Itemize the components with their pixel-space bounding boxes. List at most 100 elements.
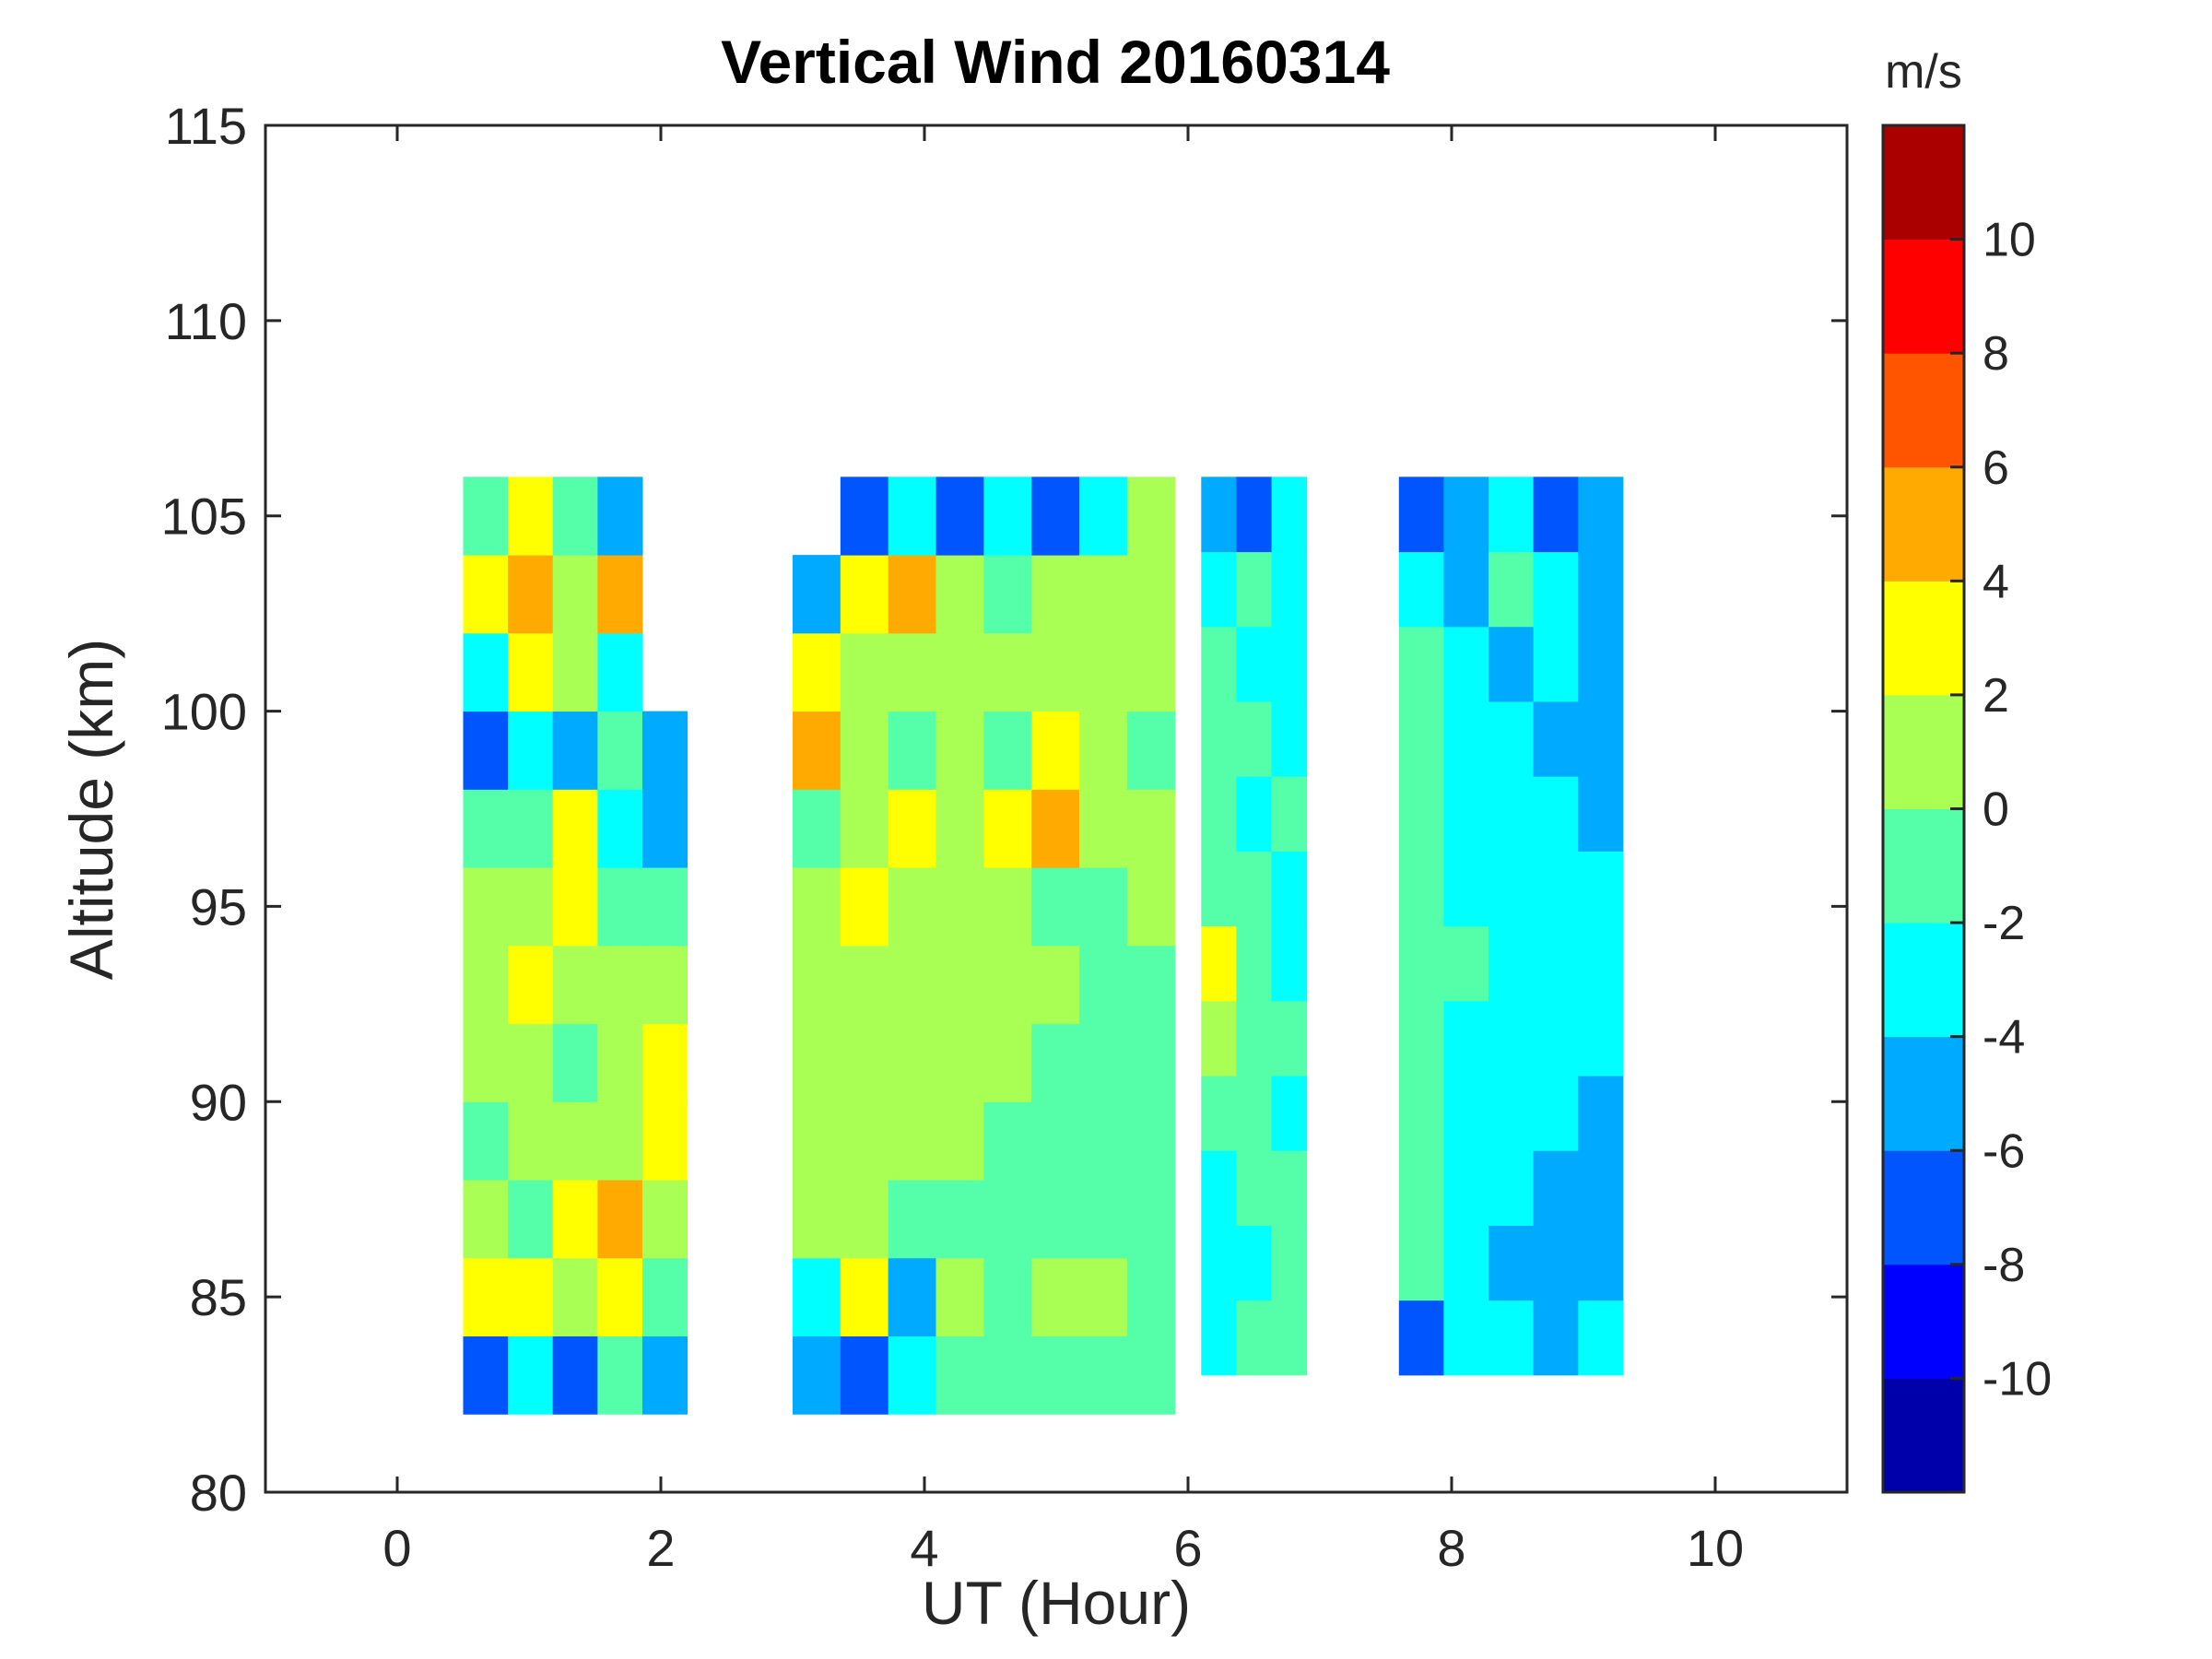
plot-frame — [264, 124, 1849, 1494]
contour-cell — [1236, 1076, 1273, 1151]
contour-cell — [1488, 1225, 1535, 1301]
contour-cell — [1443, 700, 1489, 777]
contour-cell — [983, 711, 1032, 790]
contour-cell — [888, 1335, 937, 1415]
contour-cell — [1271, 1150, 1308, 1226]
contour-cell — [508, 789, 554, 868]
contour-cell — [508, 1257, 554, 1337]
contour-cell — [1398, 551, 1444, 628]
contour-cell — [1079, 945, 1128, 1025]
contour-cell — [1236, 626, 1273, 702]
contour-cell — [1398, 776, 1444, 852]
contour-cell — [1398, 1000, 1444, 1077]
contour-cell — [1578, 925, 1624, 1002]
contour-cell — [1443, 626, 1489, 702]
contour-cell — [1488, 1300, 1535, 1376]
contour-cell — [793, 632, 841, 712]
contour-cell — [1031, 789, 1080, 868]
colorbar-band — [1883, 581, 1964, 696]
contour-cell — [552, 945, 598, 1025]
contour-cell — [597, 1023, 643, 1102]
contour-cell — [1201, 700, 1237, 777]
contour-cell — [552, 1180, 598, 1259]
colorbar-band — [1883, 1150, 1964, 1265]
contour-cell — [1533, 700, 1579, 777]
contour-cell — [597, 867, 643, 947]
contour-cell — [1079, 1101, 1128, 1181]
contour-cell — [1443, 776, 1489, 852]
contour-cell — [1533, 1300, 1579, 1376]
contour-cell — [840, 632, 889, 712]
contour-cell — [1443, 1150, 1489, 1226]
colorbar-label: m/s — [1885, 45, 1962, 99]
contour-cell — [1578, 626, 1624, 702]
colorbar-tick-label: -2 — [1983, 897, 2025, 950]
contour-cell — [1271, 1225, 1308, 1301]
contour-cell — [1236, 1300, 1273, 1376]
colorbar-band — [1883, 353, 1964, 468]
contour-cell — [1398, 626, 1444, 702]
contour-cell — [935, 945, 984, 1025]
contour-cell — [888, 711, 937, 790]
contour-cell — [597, 1101, 643, 1181]
contour-cell — [641, 867, 688, 947]
contour-cell — [508, 1180, 554, 1259]
contour-cell — [1201, 851, 1237, 927]
colorbar-tick-label: 4 — [1983, 555, 2009, 608]
contour-cell — [1126, 1257, 1176, 1337]
contour-cell — [1578, 1000, 1624, 1077]
contour-cell — [1271, 776, 1308, 852]
contour-cell — [508, 711, 554, 790]
contour-cell — [463, 477, 509, 556]
contour-cell — [1236, 1000, 1273, 1077]
contour-cell — [1533, 1225, 1579, 1301]
contour-cell — [1126, 711, 1176, 790]
contour-cell — [1031, 1257, 1080, 1337]
contour-cell — [1533, 851, 1579, 927]
contour-cell — [983, 632, 1032, 712]
y-tick-label: 115 — [165, 97, 247, 155]
contour-cell — [1201, 477, 1237, 553]
contour-cell — [552, 789, 598, 868]
y-tick-label: 80 — [190, 1464, 247, 1522]
contour-cell — [1443, 551, 1489, 628]
contour-cell — [1271, 1076, 1308, 1151]
plot-axes: 0 2 4 6 8 10 80 85 90 95 100 105 110 115 — [161, 97, 1847, 1577]
x-tick-label: 2 — [646, 1519, 675, 1577]
contour-cell — [935, 1180, 984, 1259]
contour-cell — [840, 555, 889, 634]
contour-cell — [1488, 1150, 1535, 1226]
contour-cell — [1236, 477, 1273, 553]
contour-cell — [597, 477, 643, 556]
contour-cell — [597, 789, 643, 868]
contour-cell — [463, 789, 509, 868]
contour-cell — [552, 867, 598, 947]
contour-cell — [935, 1023, 984, 1102]
contour-cell — [508, 1101, 554, 1181]
contour-cell — [1126, 555, 1176, 634]
contour-cell — [1126, 789, 1176, 868]
colorbar-band — [1883, 923, 1964, 1038]
contour-cell — [463, 1257, 509, 1337]
contour-cell — [1578, 1076, 1624, 1151]
colorbar-tick-label: 0 — [1983, 783, 2009, 837]
contour-cell — [793, 555, 841, 634]
contour-cell — [1236, 776, 1273, 852]
contour-cell — [1533, 1076, 1579, 1151]
contour-cell — [840, 1180, 889, 1259]
contour-cell — [552, 1335, 598, 1415]
contour-cell — [1031, 1180, 1080, 1259]
contour-cell — [597, 1257, 643, 1337]
colorbar-tick-label: -8 — [1983, 1239, 2025, 1292]
contour-cell — [793, 1180, 841, 1259]
contour-cell — [793, 1257, 841, 1337]
contour-cell — [1578, 1225, 1624, 1301]
contour-cell — [1236, 551, 1273, 628]
contour-cell — [793, 1101, 841, 1181]
contour-cell — [1533, 1150, 1579, 1226]
contour-cell — [641, 1101, 688, 1181]
contour-cell — [983, 1257, 1032, 1337]
y-tick-label: 100 — [161, 683, 247, 741]
contour-cell — [1201, 1000, 1237, 1077]
contour-cell — [1488, 776, 1535, 852]
